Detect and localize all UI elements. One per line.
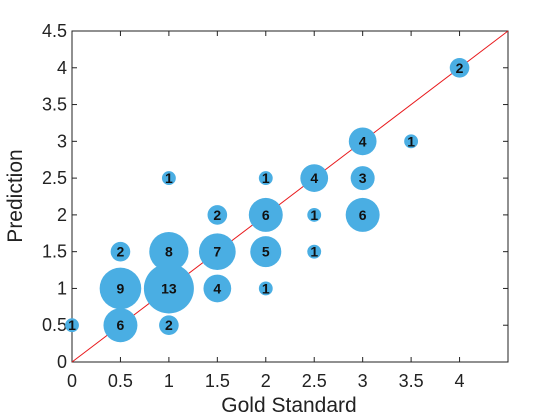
bubble-point xyxy=(307,207,322,222)
y-tick-label: 1 xyxy=(57,278,67,298)
bubble-count-label: 2 xyxy=(117,244,125,260)
bubble-count-label: 1 xyxy=(310,207,318,223)
bubble-count-label: 4 xyxy=(359,133,367,149)
bubble-point xyxy=(110,241,131,262)
bubble-point xyxy=(348,127,377,156)
bubble-count-label: 4 xyxy=(213,280,221,296)
bubble-point xyxy=(198,233,236,271)
bubble-point xyxy=(248,197,283,232)
bubble-point xyxy=(159,315,179,336)
y-axis-title: Prediction xyxy=(4,149,27,242)
y-tick-label: 1.5 xyxy=(42,242,67,262)
x-tick-label: 0.5 xyxy=(108,371,133,391)
y-tick-label: 2 xyxy=(57,205,67,225)
bubble-point xyxy=(404,134,419,149)
bubble-count-label: 7 xyxy=(213,244,221,260)
bubble-point xyxy=(99,267,142,310)
bubble-count-label: 1 xyxy=(262,280,270,296)
bubble-point xyxy=(258,281,273,296)
x-tick-label: 1.5 xyxy=(205,371,230,391)
y-tick-label: 0.5 xyxy=(42,315,67,335)
bubble-point xyxy=(350,166,375,191)
x-tick-label: 4 xyxy=(455,371,465,391)
bubble-point xyxy=(203,274,232,303)
bubble-count-label: 5 xyxy=(262,244,270,260)
identity-reference-line xyxy=(71,30,509,363)
bubble-count-label: 13 xyxy=(161,280,177,296)
plot-area: 0 0.5 1 1.5 2 2.5 3 3.5 400.511.522.533.544.51 69… xyxy=(42,21,509,391)
bubble-count-label: 2 xyxy=(165,317,173,333)
bubble-point xyxy=(250,236,282,268)
bubble-point xyxy=(307,244,322,259)
y-tick-label: 3.5 xyxy=(42,95,67,115)
bubble-point xyxy=(143,263,194,314)
bubble-point xyxy=(161,171,176,186)
axes-box xyxy=(71,30,509,363)
y-tick-label: 2.5 xyxy=(42,168,67,188)
bubble-point xyxy=(149,232,189,272)
y-tick-label: 0 xyxy=(57,352,67,372)
bubble-count-label: 4 xyxy=(310,170,318,186)
bubble-point xyxy=(300,164,329,192)
bubble-count-label: 1 xyxy=(165,170,173,186)
x-tick-label: 2 xyxy=(261,371,271,391)
bubble-count-label: 3 xyxy=(359,170,367,186)
bubble-count-label: 6 xyxy=(262,207,270,223)
bubble-point xyxy=(65,318,79,333)
bubble-count-label: 1 xyxy=(68,317,76,333)
bubble-count-label: 1 xyxy=(310,244,318,260)
bubble-count-label: 2 xyxy=(456,60,464,76)
bubble-count-label: 6 xyxy=(359,207,367,223)
x-tick-label: 0 xyxy=(67,371,77,391)
bubble-count-label: 1 xyxy=(262,170,270,186)
bubble-count-label: 6 xyxy=(117,317,125,333)
bubble-point xyxy=(258,171,273,186)
bubble-count-label: 2 xyxy=(213,207,221,223)
x-tick-label: 2.5 xyxy=(302,371,327,391)
bubble-count-label: 1 xyxy=(407,133,415,149)
x-axis-title: Gold Standard xyxy=(221,394,356,417)
y-tick-label: 4.5 xyxy=(42,21,67,41)
bubble-count-label: 8 xyxy=(165,244,173,260)
bubble-point xyxy=(103,308,138,343)
bubble-point xyxy=(207,205,228,225)
x-tick-label: 1 xyxy=(164,371,174,391)
y-tick-label: 4 xyxy=(57,58,67,78)
y-tick-label: 3 xyxy=(57,131,67,151)
bubble-point xyxy=(449,57,470,78)
x-tick-label: 3.5 xyxy=(399,371,424,391)
x-tick-label: 3 xyxy=(358,371,368,391)
bubble-point xyxy=(345,197,380,232)
bubble-count-label: 9 xyxy=(117,280,125,296)
